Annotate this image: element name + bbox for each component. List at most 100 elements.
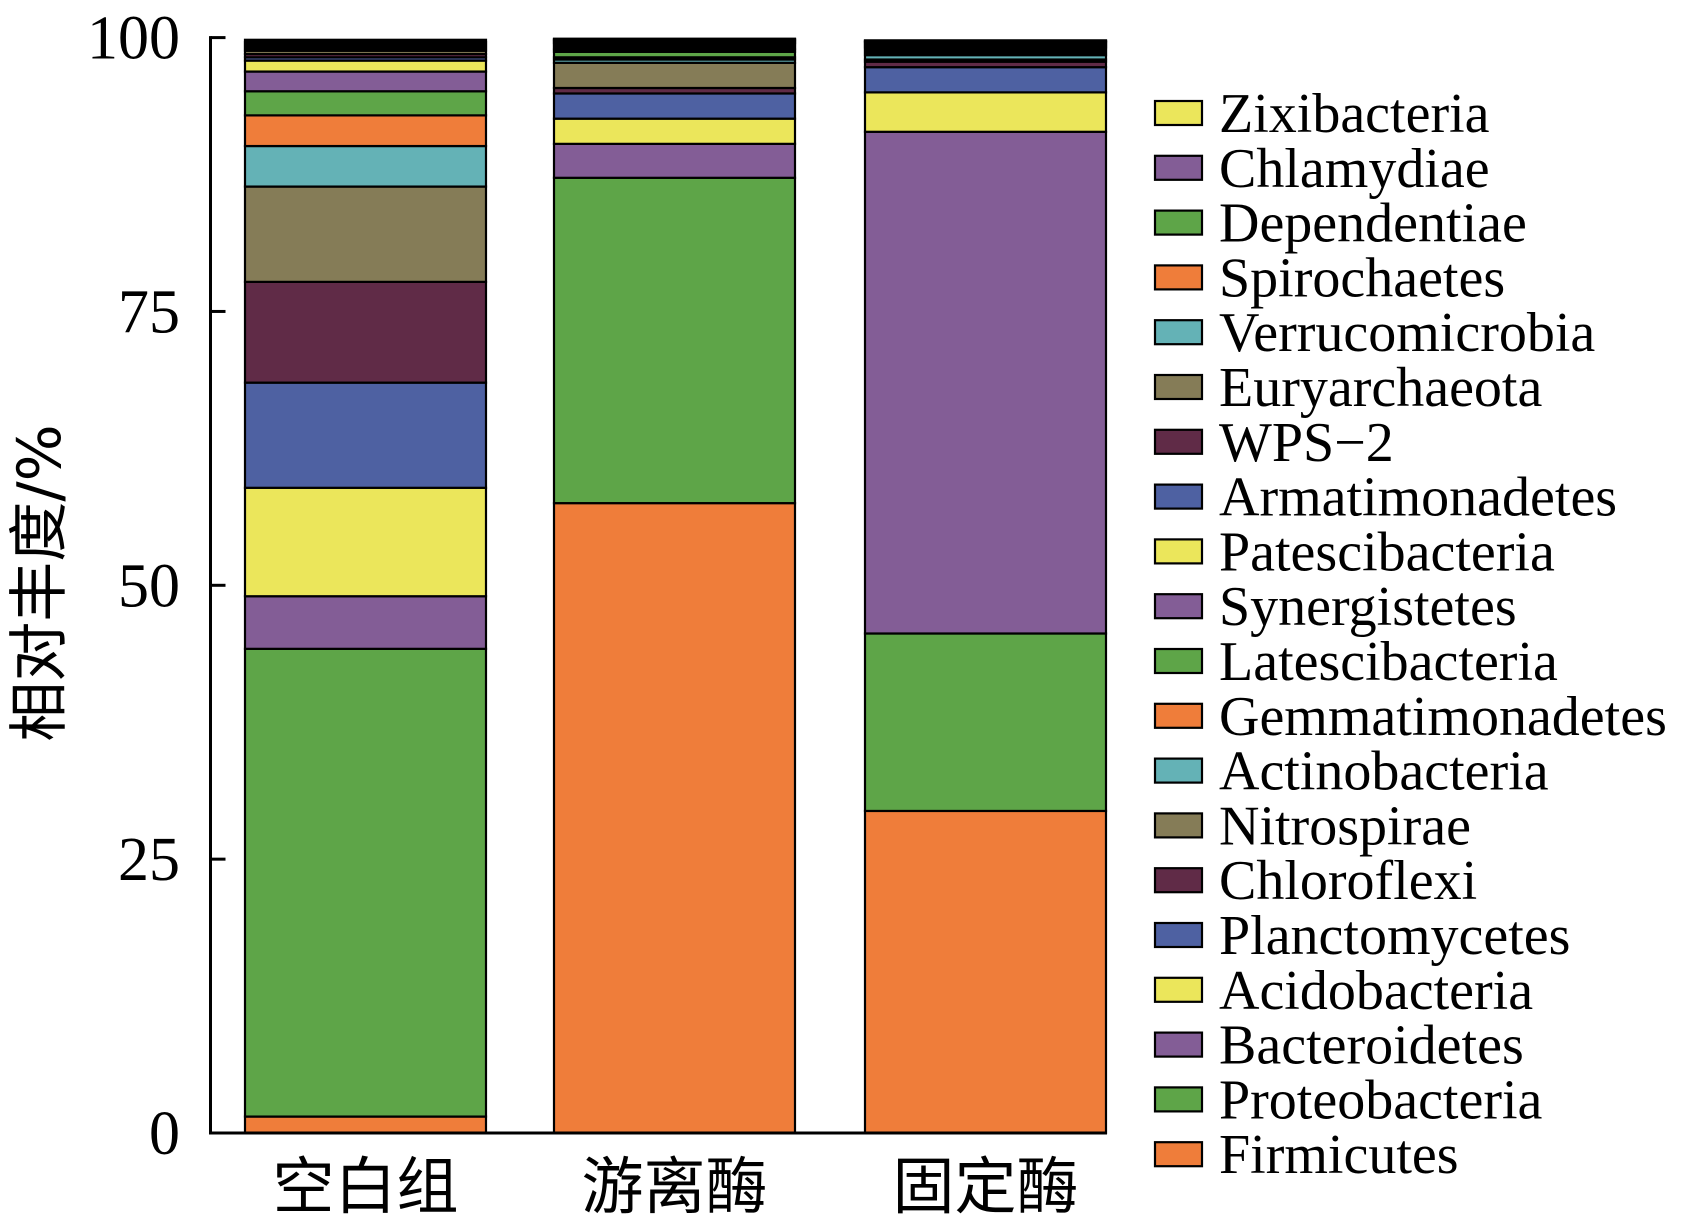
legend-label: Euryarchaeota [1219, 357, 1542, 419]
legend-item-proteobacteria: Proteobacteria [1153, 1069, 1543, 1131]
bar-segment-zixibacteria [863, 39, 1108, 42]
legend-label: Planctomycetes [1219, 905, 1570, 967]
legend-swatch [1153, 1086, 1204, 1113]
legend-label: Verrucomicrobia [1219, 302, 1595, 364]
legend-swatch [1153, 319, 1204, 346]
legend-swatch [1153, 647, 1204, 675]
legend-swatch [1153, 1031, 1204, 1058]
legend-swatch [1153, 209, 1204, 236]
y-tick-label: 50 [118, 552, 180, 620]
legend-item-actinobacteria: Actinobacteria [1153, 741, 1549, 803]
bar-segment-acidobacteria [552, 117, 797, 145]
legend-label: Latescibacteria [1219, 631, 1558, 693]
bar-segment-acidobacteria [863, 91, 1108, 133]
legend-label: Chlamydiae [1219, 138, 1490, 200]
x-tick-label: 空白组 [272, 1150, 458, 1223]
legend-label: Patescibacteria [1219, 521, 1555, 583]
legend-item-euryarchaeota: Euryarchaeota [1153, 357, 1542, 419]
legend-item-chloroflexi: Chloroflexi [1153, 850, 1477, 912]
legend-label: WPS−2 [1219, 412, 1394, 474]
legend-swatch [1153, 428, 1204, 455]
legend-item-spirochaetes: Spirochaetes [1153, 247, 1505, 309]
y-tick-label: 0 [149, 1100, 180, 1168]
legend-label: Dependentiae [1219, 193, 1527, 255]
bar-segment-bacteroidetes [863, 130, 1108, 635]
bar-segment-planctomycetes [863, 66, 1108, 94]
legend-swatch [1153, 373, 1204, 401]
legend-label: Spirochaetes [1219, 247, 1505, 309]
legend-item-acidobacteria: Acidobacteria [1153, 960, 1533, 1022]
legend-item-nitrospirae: Nitrospirae [1153, 795, 1471, 857]
legend-item-armatimonadetes: Armatimonadetes [1153, 467, 1617, 529]
legend-swatch [1153, 867, 1204, 894]
bar-segment-proteobacteria [552, 176, 797, 505]
y-ticks: 0 25 50 75 100 [87, 5, 226, 1168]
bar-segment-planctomycetes [243, 381, 488, 489]
legend-swatch [1153, 483, 1204, 510]
legend-item-patescibacteria: Patescibacteria [1153, 521, 1555, 583]
legend-item-synergistetes: Synergistetes [1153, 576, 1517, 638]
legend-swatch [1153, 702, 1204, 729]
bar-segment-chloroflexi [243, 280, 488, 384]
bar-segment-latescibacteria [243, 90, 488, 117]
legend-swatch [1153, 593, 1204, 620]
legend-label: Zixibacteria [1219, 83, 1490, 145]
bar-3 [863, 39, 1108, 1135]
legend-swatch [1153, 757, 1204, 784]
bar-segment-zixibacteria [243, 38, 488, 44]
legend-label: Firmicutes [1219, 1124, 1459, 1186]
legend-swatch [1153, 812, 1204, 839]
legend-item-verrucomicrobia: Verrucomicrobia [1153, 302, 1595, 364]
legend-item-dependentiae: Dependentiae [1153, 193, 1527, 255]
bar-segment-proteobacteria [863, 632, 1108, 813]
legend-swatch [1153, 976, 1204, 1003]
y-axis-title: 相对丰度/% [5, 424, 75, 741]
bar-segment-synergistetes [243, 70, 488, 93]
bar-segment-bacteroidetes [243, 595, 488, 650]
bar-segment-firmicutes [552, 502, 797, 1135]
legend-swatch [1153, 1141, 1204, 1168]
y-tick-label: 75 [118, 278, 180, 346]
bar-segment-patescibacteria [243, 59, 488, 73]
legend-swatch [1153, 921, 1204, 949]
legend-label: Proteobacteria [1219, 1069, 1543, 1131]
legend-item-gemmatimonadetes: Gemmatimonadetes [1153, 686, 1667, 748]
legend-label: Nitrospirae [1219, 795, 1471, 857]
legend: ZixibacteriaChlamydiaeDependentiaeSpiroc… [1153, 83, 1667, 1186]
bar-segment-gemmatimonadetes [243, 114, 488, 148]
legend-swatch [1153, 264, 1204, 291]
legend-label: Bacteroidetes [1219, 1015, 1524, 1077]
x-tick-label: 固定酶 [892, 1150, 1078, 1223]
bar-2 [552, 37, 797, 1135]
bar-segment-nitrospirae [552, 61, 797, 90]
bar-segment-planctomycetes [552, 92, 797, 120]
legend-swatch [1153, 99, 1204, 127]
legend-label: Armatimonadetes [1219, 467, 1617, 529]
bar-segment-firmicutes [863, 809, 1108, 1135]
bar-segment-acidobacteria [243, 486, 488, 598]
bar-segment-proteobacteria [243, 647, 488, 1118]
legend-item-chlamydiae: Chlamydiae [1153, 138, 1490, 200]
y-tick-label: 100 [87, 5, 180, 73]
y-tick-label: 25 [118, 826, 180, 894]
legend-item-latescibacteria: Latescibacteria [1153, 631, 1558, 693]
legend-item-firmicutes: Firmicutes [1153, 1124, 1459, 1186]
legend-item-planctomycetes: Planctomycetes [1153, 905, 1570, 967]
legend-swatch [1153, 154, 1204, 181]
legend-label: Chloroflexi [1219, 850, 1477, 912]
bar-segment-nitrospirae [243, 185, 488, 283]
bars-layer [243, 37, 1108, 1135]
legend-item-zixibacteria: Zixibacteria [1153, 83, 1490, 145]
legend-item-bacteroidetes: Bacteroidetes [1153, 1015, 1524, 1077]
legend-item-wps-2: WPS−2 [1153, 412, 1394, 474]
x-tick-label: 游离酶 [581, 1150, 767, 1223]
legend-label: Gemmatimonadetes [1219, 686, 1667, 748]
bar-segment-firmicutes [243, 1115, 488, 1135]
legend-label: Acidobacteria [1219, 960, 1533, 1022]
x-category-labels: 空白组 游离酶 固定酶 [272, 1150, 1078, 1223]
legend-label: Synergistetes [1219, 576, 1517, 638]
bar-segment-bacteroidetes [552, 142, 797, 179]
legend-swatch [1153, 538, 1204, 565]
legend-label: Actinobacteria [1219, 741, 1549, 803]
